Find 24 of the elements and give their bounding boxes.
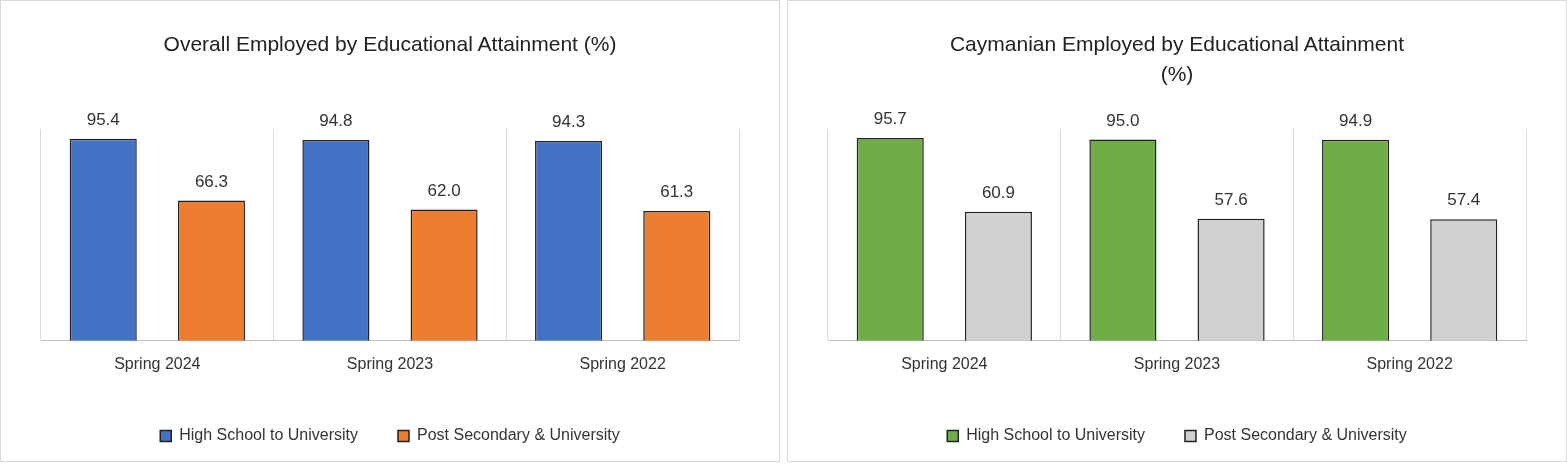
chart-title: Caymanian Employed by Educational Attainment (%) xyxy=(948,31,1406,87)
data-label: 62.0 xyxy=(427,180,461,200)
legend-label: High School to University xyxy=(966,426,1145,444)
x-tick-label: Spring 2023 xyxy=(1133,354,1221,372)
data-label: 57.6 xyxy=(1214,189,1248,209)
data-label: 95.7 xyxy=(873,109,907,129)
x-tick-label: Spring 2022 xyxy=(579,354,666,372)
data-label: 61.3 xyxy=(660,182,694,202)
legend-label: Post Secondary & University xyxy=(417,426,620,444)
data-label: 66.3 xyxy=(194,171,228,191)
legend-label: Post Secondary & University xyxy=(1204,426,1407,444)
data-label: 94.9 xyxy=(1339,110,1373,130)
chart-title: Overall Employed by Educational Attainment (%) xyxy=(162,31,618,57)
data-label: 94.8 xyxy=(319,111,353,131)
data-label: 60.9 xyxy=(981,183,1015,202)
x-tick-label: Spring 2024 xyxy=(114,354,201,372)
data-label: 57.4 xyxy=(1447,190,1481,210)
x-tick-label: Spring 2022 xyxy=(1366,354,1453,372)
x-tick-label: Spring 2023 xyxy=(346,354,434,372)
x-tick-label: Spring 2024 xyxy=(901,354,988,372)
data-label: 94.3 xyxy=(552,112,586,132)
data-label: 95.4 xyxy=(86,109,120,129)
legend-label: High School to University xyxy=(179,426,358,444)
data-label: 95.0 xyxy=(1106,110,1140,130)
